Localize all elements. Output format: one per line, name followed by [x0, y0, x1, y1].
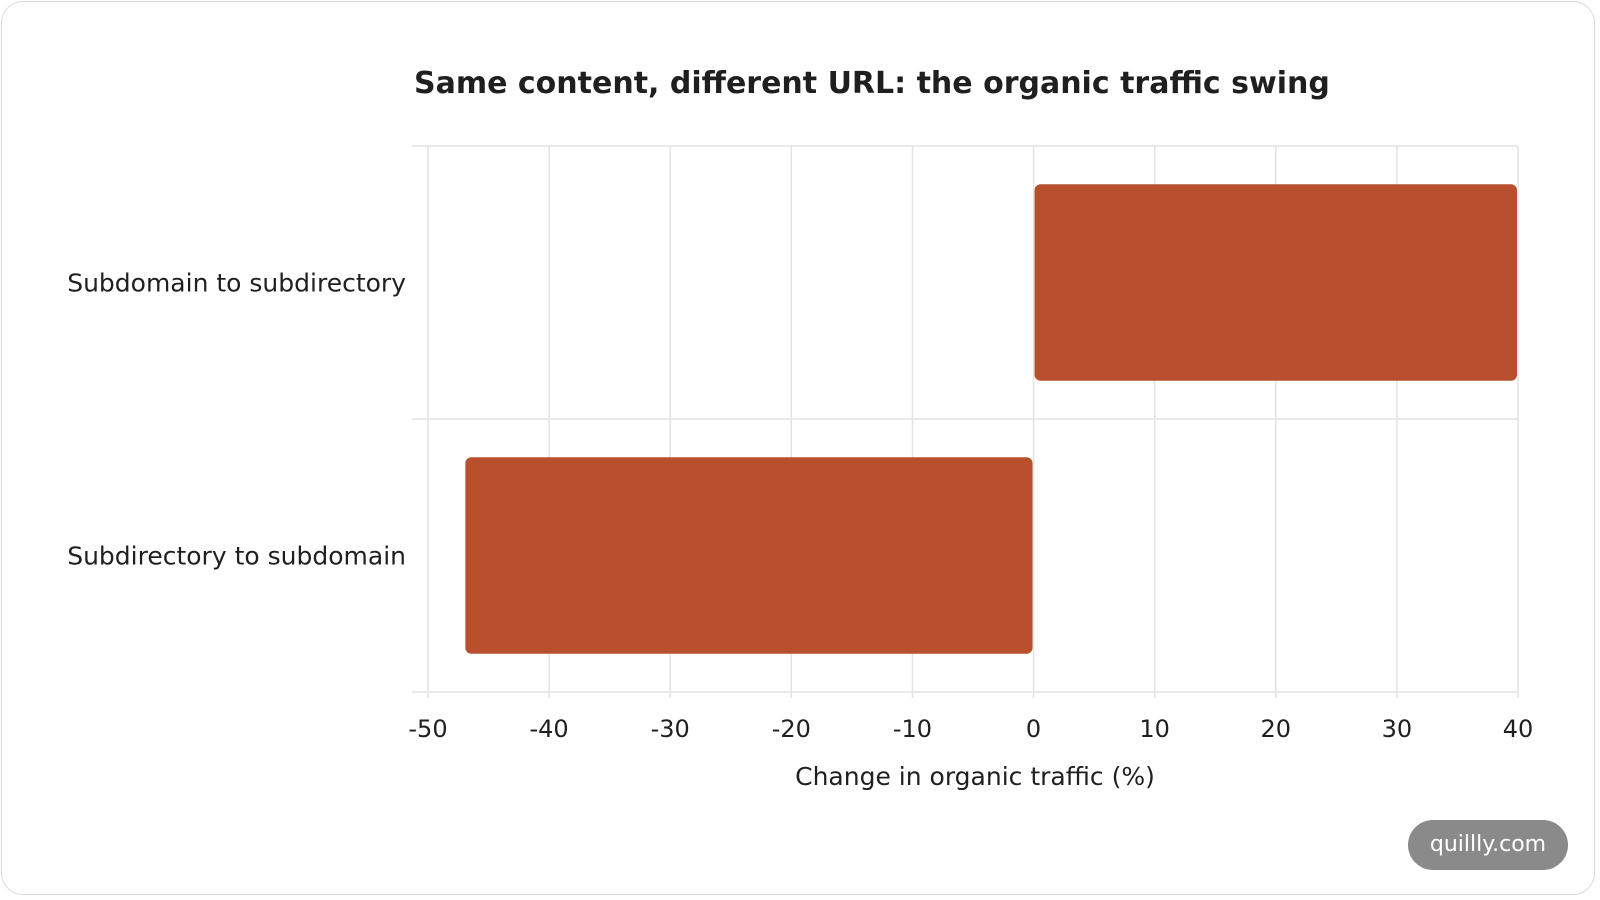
x-tick-label: 20: [1261, 715, 1292, 743]
bar: [465, 457, 1033, 654]
x-tick-label: 10: [1139, 715, 1170, 743]
bar: [1034, 184, 1517, 381]
site-badge[interactable]: quillly.com: [1408, 820, 1568, 870]
x-tick-label: 0: [1026, 715, 1041, 743]
category-label: Subdirectory to subdomain: [67, 542, 406, 571]
x-tick-label: -50: [408, 715, 447, 743]
x-tick-label: 40: [1503, 715, 1534, 743]
chart-title: Same content, different URL: the organic…: [414, 66, 1330, 101]
x-tick-label: 30: [1382, 715, 1413, 743]
category-label: Subdomain to subdirectory: [67, 269, 406, 298]
x-tick-label: -40: [530, 715, 569, 743]
x-tick-label: -10: [893, 715, 932, 743]
bars: [465, 184, 1517, 654]
x-tick-label: -30: [651, 715, 690, 743]
x-tick-label: -20: [772, 715, 811, 743]
axes: Subdomain to subdirectory Subdirectory to…: [67, 269, 1533, 792]
x-axis-label: Change in organic traffic (%): [795, 762, 1155, 791]
